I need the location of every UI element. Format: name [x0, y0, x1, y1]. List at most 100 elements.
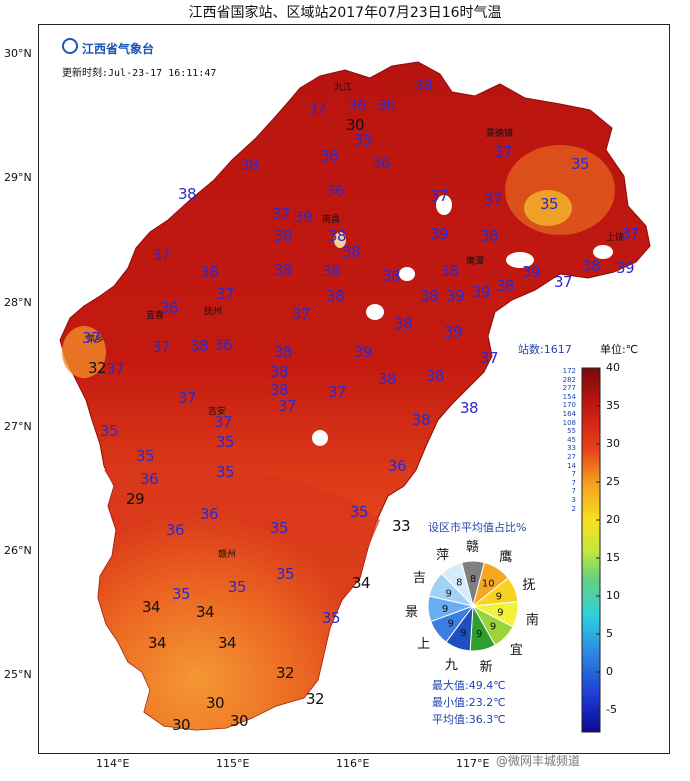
station-value: 37 [308, 100, 327, 118]
city-label: 宜春 [146, 311, 165, 321]
city-label: 景德镇 [486, 129, 514, 139]
station-value: 39 [472, 283, 491, 301]
pie-slice [440, 561, 474, 608]
city-label: 抚州 [204, 307, 223, 317]
station-value: 34 [352, 574, 371, 592]
station-value: 38 [274, 261, 293, 279]
station-value: 36 [348, 96, 367, 114]
station-value: 38 [270, 363, 289, 381]
pie-slice-value: 8 [470, 574, 476, 585]
pie-city-label: 九 [444, 658, 458, 674]
station-value: 37 [292, 305, 311, 323]
station-value: 35 [276, 565, 295, 583]
colorbar-ticks [596, 367, 600, 711]
station-value: 38 [382, 267, 401, 285]
station-value: 38 [322, 262, 341, 280]
station-value: 38 [480, 227, 499, 245]
station-value: 38 [496, 277, 515, 295]
watermark: @微网丰城频道 [496, 754, 581, 768]
colorbar-counts: 172 282 277 154 170 164 108 55 45 33 27 14 7 7 7 3 2 [548, 367, 576, 513]
colorbar-count: 7 [571, 487, 576, 496]
colorbar-count: 172 [562, 367, 576, 375]
station-value: 37 [554, 273, 573, 291]
station-value: 36 [377, 96, 396, 114]
colorbar-count: 164 [562, 409, 576, 418]
pie-city-label: 萍 [436, 547, 450, 563]
colorbar-tick-label: -5 [606, 703, 617, 716]
station-value: 36 [388, 457, 407, 475]
pie-title: 设区市平均值占比% [428, 521, 527, 534]
colorbar-tick-label: 15 [606, 551, 620, 564]
colorbar-count: 282 [562, 375, 576, 384]
pie-slice-value: 8 [456, 578, 462, 589]
station-value: 36 [372, 154, 391, 172]
station-value: 38 [412, 411, 431, 429]
station-value: 36 [320, 147, 339, 165]
lake-hole [436, 195, 452, 215]
colorbar-tick-label: 25 [606, 475, 620, 488]
lat-tick-label: 30°N [4, 47, 32, 60]
lon-tick-label: 114°E [96, 757, 130, 770]
lat-tick-label: 25°N [4, 668, 32, 681]
lake-hole [334, 232, 346, 248]
station-value: 35 [100, 422, 119, 440]
pie-city-label: 赣 [466, 540, 480, 555]
station-value: 35 [571, 155, 590, 173]
colorbar-count: 7 [571, 478, 576, 487]
lat-tick-label: 27°N [4, 420, 32, 433]
city-label: 九江 [334, 83, 353, 93]
colorbar-count: 33 [567, 444, 576, 453]
station-value: 38 [460, 399, 479, 417]
city-label: 南昌 [322, 215, 341, 225]
station-value: 38 [420, 287, 439, 305]
colorbar-count: 108 [562, 418, 576, 427]
lake-hole [593, 245, 613, 259]
station-value: 37 [152, 246, 171, 264]
city-label: 赣州 [218, 550, 237, 560]
colorbar-count: 14 [567, 461, 576, 470]
lake-hole [506, 252, 534, 268]
station-value: 38 [394, 315, 413, 333]
station-value: 38 [200, 263, 219, 281]
station-value: 38 [178, 185, 197, 203]
station-value: 33 [392, 517, 411, 535]
colorbar-count: 55 [567, 427, 576, 436]
lon-tick-label: 115°E [216, 757, 250, 770]
station-value: 29 [126, 490, 145, 508]
station-value: 39 [354, 343, 373, 361]
updated-time: 更新时刻:Jul-23-17 16:11:47 [62, 68, 217, 79]
station-value: 38 [240, 156, 259, 174]
station-value: 35 [350, 503, 369, 521]
lat-tick-label: 29°N [4, 171, 32, 184]
station-value: 36 [160, 299, 179, 317]
station-value: 37 [278, 397, 297, 415]
station-value: 32 [88, 359, 107, 377]
station-value: 39 [446, 287, 465, 305]
station-value: 30 [346, 116, 365, 134]
station-value: 38 [274, 343, 293, 361]
lake-hole [312, 430, 328, 446]
station-value: 37 [480, 349, 499, 367]
station-value: 30 [206, 694, 225, 712]
station-value: 38 [378, 370, 397, 388]
colorbar-tick-label: 20 [606, 513, 620, 526]
station-value: 39 [616, 259, 635, 277]
lake-hole [366, 304, 384, 320]
lat-tick-label: 26°N [4, 544, 32, 557]
station-value: 35 [354, 131, 373, 149]
station-value: 36 [214, 336, 233, 354]
station-value: 35 [540, 195, 559, 213]
station-value: 35 [136, 447, 155, 465]
station-value: 34 [142, 598, 161, 616]
lat-tick-label: 28°N [4, 296, 32, 309]
station-value: 35 [228, 578, 247, 596]
lon-tick-label: 117°E [456, 757, 490, 770]
station-value: 37 [621, 225, 640, 243]
station-value: 36 [200, 505, 219, 523]
colorbar-count: 154 [562, 392, 576, 401]
station-value: 38 [326, 287, 345, 305]
station-value: 37 [152, 338, 171, 356]
station-value: 38 [274, 227, 293, 245]
colorbar-tick-label: 5 [606, 627, 613, 640]
station-value: 37 [328, 383, 347, 401]
